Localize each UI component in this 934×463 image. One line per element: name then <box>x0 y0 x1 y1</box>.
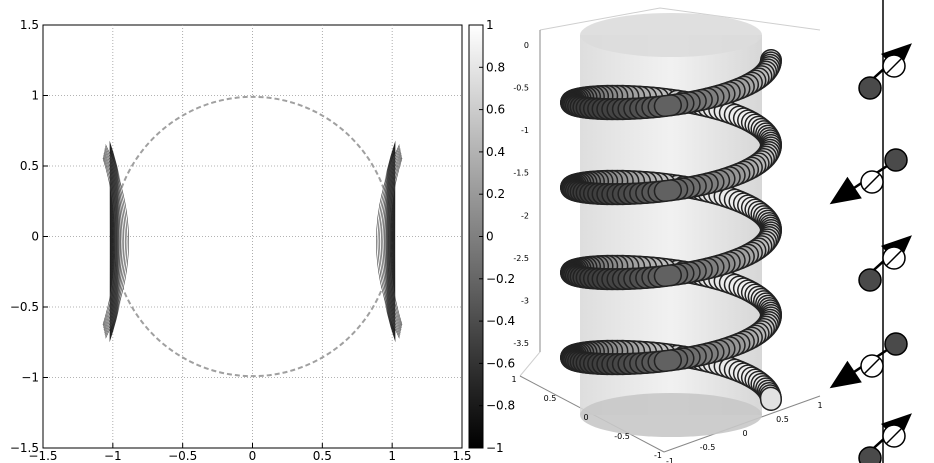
contour-plot-panel: −1.5 −1 −0.5 0 0.5 1 1.5 −1.5 −1 −0.5 0 0.5 1 1.5 1 0.… <box>10 18 515 463</box>
y-tick-label: −1.5 <box>10 441 39 455</box>
spin-chain-panel <box>829 0 912 463</box>
cylinder-top <box>580 13 762 57</box>
y-tick-label: 0.5 <box>776 415 789 424</box>
z-tick-label: -3 <box>521 296 529 305</box>
contour-line <box>103 156 118 327</box>
helix-segment <box>655 95 681 116</box>
spin-site <box>858 235 912 292</box>
helix-tube <box>560 49 782 411</box>
contour-line <box>104 149 125 334</box>
ball-slash <box>863 173 881 191</box>
contour-line <box>104 147 126 336</box>
contour-line <box>379 147 401 336</box>
y-tick-label: 0 <box>742 429 747 438</box>
contour-line <box>384 152 402 330</box>
y-tick-label: −1 <box>21 371 39 385</box>
y-tick-label: 1.5 <box>20 18 39 32</box>
x-tick-label: 0.5 <box>313 449 332 463</box>
chain-sites <box>829 43 912 463</box>
x-tick-label: 0 <box>583 413 588 422</box>
y-tick-label: 1 <box>817 401 822 410</box>
y-tick-label: −0.5 <box>10 300 39 314</box>
helix-segment <box>655 350 681 371</box>
crescent-features <box>102 140 403 343</box>
x-tick-label: 0.5 <box>544 394 557 403</box>
y-tick-label: -1 <box>666 457 674 463</box>
colorbar-tick-label: −1 <box>486 441 504 455</box>
dark-ball <box>858 446 882 463</box>
colorbar-tick-label: −0.4 <box>486 314 515 328</box>
cylinder-bottom <box>580 393 762 437</box>
helix-segment <box>655 180 681 201</box>
dark-ball <box>884 148 908 172</box>
colorbar-tick-label: 0 <box>486 230 494 244</box>
ball-slash <box>863 357 881 375</box>
z-tick-label: 0 <box>524 41 529 50</box>
x-tick-label: 1.5 <box>452 449 471 463</box>
back-wall-left <box>519 30 541 377</box>
ball-slash <box>885 249 903 267</box>
x-tick-label: -1 <box>654 451 662 460</box>
spin-arrowhead <box>829 176 862 205</box>
dark-ball <box>858 268 882 292</box>
colorbar-tick-label: 0.8 <box>486 60 505 74</box>
x-tick-label: 1 <box>511 375 516 384</box>
x-tick-label: 0 <box>249 449 257 463</box>
contour-line <box>103 152 121 330</box>
contour-line <box>376 144 400 339</box>
x-tick-label: 1 <box>388 449 396 463</box>
colorbar-tick-label: 0.4 <box>486 145 505 159</box>
left-crescent <box>102 140 129 343</box>
z-tick-label: -0.5 <box>513 84 529 93</box>
x-tick-label: −0.5 <box>168 449 197 463</box>
3d-axis-ticks: 0 -0.5 -1 -1.5 -2 -2.5 -3 -3.5 1 0.5 0 -0.5 -1 1 0.5 0 -… <box>511 41 822 463</box>
contour-line <box>103 154 120 329</box>
contour-line <box>104 151 123 332</box>
x-tick-label: -0.5 <box>614 432 630 441</box>
contour-line <box>377 146 400 337</box>
x-tick-label: −1.5 <box>28 449 57 463</box>
helix-3d-panel: 0 -0.5 -1 -1.5 -2 -2.5 -3 -3.5 1 0.5 0 -0.5 -1 1 0.5 0 -… <box>511 7 823 463</box>
dark-ball <box>884 332 908 356</box>
spin-site <box>829 332 908 389</box>
colorbar-tick-label: 0.6 <box>486 103 505 117</box>
contour-line <box>382 151 401 332</box>
contour-line <box>388 157 403 325</box>
contour-line <box>105 146 128 337</box>
z-tick-label: -2 <box>521 211 529 220</box>
z-tick-label: -3.5 <box>513 339 529 348</box>
spin-site <box>858 43 912 100</box>
contour-line <box>380 149 401 334</box>
contour-line <box>102 157 117 325</box>
y-tick-label: 0.5 <box>20 159 39 173</box>
ball-slash <box>885 57 903 75</box>
contour-line <box>105 144 129 339</box>
colorbar-tick-label: −0.8 <box>486 399 515 413</box>
colorbar-ticks: 1 0.8 0.6 0.4 0.2 0 −0.2 −0.4 −0.6 −0.8 −1 <box>479 18 515 455</box>
spin-site <box>829 148 908 205</box>
contour-line <box>385 154 402 329</box>
colorbar-tick-label: −0.2 <box>486 272 515 286</box>
back-wall-top <box>539 7 821 31</box>
axis-ticks: −1.5 −1 −0.5 0 0.5 1 1.5 −1.5 −1 −0.5 0 0.5 1 1.5 <box>10 18 472 463</box>
dark-ball <box>858 76 882 100</box>
right-crescent <box>376 140 403 343</box>
helix-segment <box>655 265 681 286</box>
z-tick-label: -2.5 <box>513 254 529 263</box>
y-tick-label: 1 <box>31 89 39 103</box>
contour-line <box>387 156 402 327</box>
colorbar-tick-label: 0.2 <box>486 187 505 201</box>
y-tick-label: -0.5 <box>700 443 716 452</box>
z-tick-label: -1.5 <box>513 169 529 178</box>
z-tick-label: -1 <box>521 126 529 135</box>
colorbar-tick-label: 1 <box>486 18 494 32</box>
ball-slash <box>885 427 903 445</box>
y-tick-label: 0 <box>31 230 39 244</box>
colorbar-tick-label: −0.6 <box>486 356 515 370</box>
spin-arrowhead <box>829 360 862 389</box>
spin-site <box>858 413 912 463</box>
x-tick-label: −1 <box>104 449 122 463</box>
